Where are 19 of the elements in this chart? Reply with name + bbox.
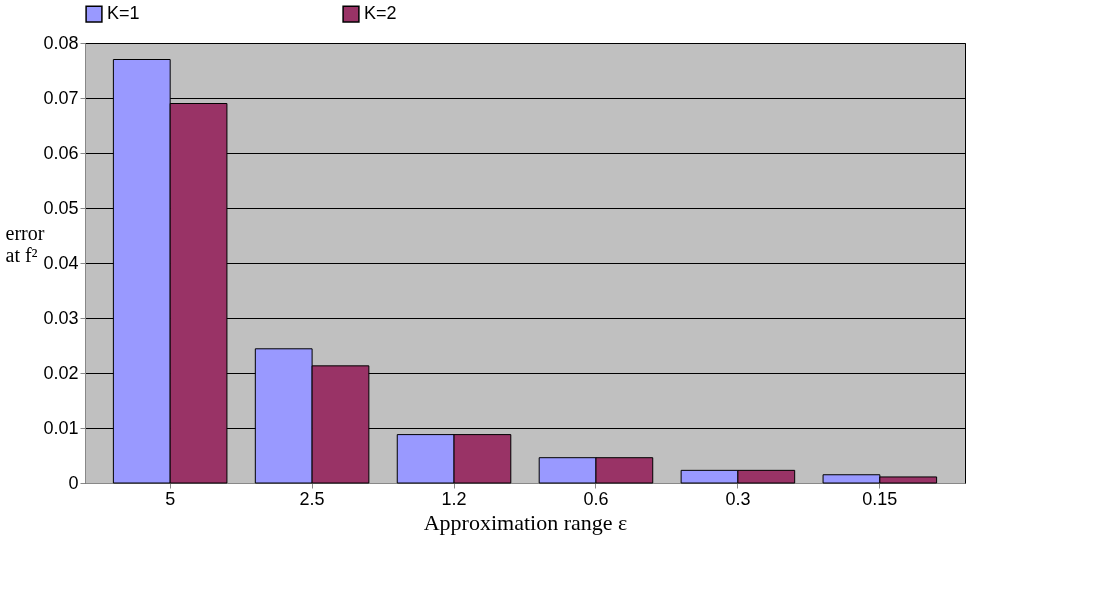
y-tick-label: 0.06 xyxy=(43,142,79,163)
y-tick-label: 0.07 xyxy=(43,87,79,108)
y-tick-label: 0.05 xyxy=(43,197,79,218)
y-axis-title: error at f² xyxy=(5,221,45,266)
x-tick-label: 1.2 xyxy=(441,488,467,509)
y-tick-label: 0.01 xyxy=(43,417,79,438)
x-tick-label: 5 xyxy=(165,488,176,509)
x-tick-label: 0.15 xyxy=(862,488,898,509)
legend-label: K=2 xyxy=(364,3,397,24)
y-tick-label: 0.03 xyxy=(43,307,79,328)
x-axis-title: Approximation range ε xyxy=(423,509,628,535)
legend-label: K=1 xyxy=(107,3,140,24)
x-tick-label: 0.3 xyxy=(725,488,751,509)
y-tick-label: 0 xyxy=(68,472,79,493)
y-tick-label: 0.08 xyxy=(43,32,79,53)
x-tick-label: 0.6 xyxy=(583,488,609,509)
x-tick-label: 2.5 xyxy=(299,488,325,509)
y-tick-label: 0.04 xyxy=(43,252,79,273)
y-tick-label: 0.02 xyxy=(43,362,79,383)
